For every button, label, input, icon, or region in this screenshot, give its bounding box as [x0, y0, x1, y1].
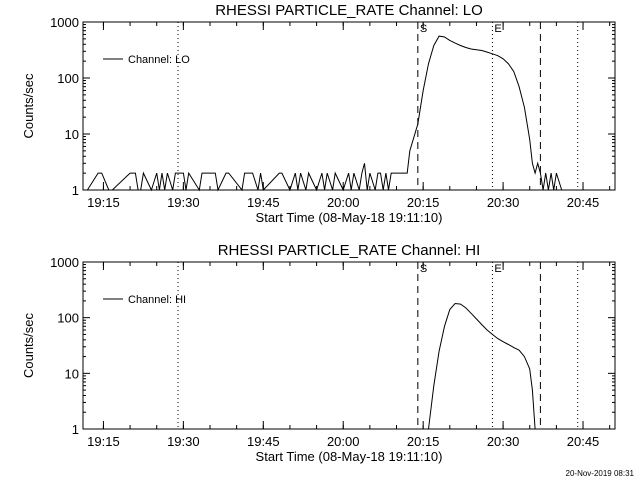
panel1-marker-label: S — [420, 23, 427, 35]
panel2-marker-label: S — [420, 263, 427, 275]
panel1-y-axis-label: Counts/sec — [21, 73, 36, 139]
panel1-y-tick-label: 1 — [72, 183, 79, 198]
panel1-chart-title: RHESSI PARTICLE_RATE Channel: LO — [215, 2, 483, 19]
panel1-x-tick-label: 19:15 — [87, 195, 120, 210]
panel1-x-tick-label: 20:45 — [567, 195, 600, 210]
panel2-chart-title: RHESSI PARTICLE_RATE Channel: HI — [218, 242, 481, 259]
panel1-legend-label: Channel: LO — [128, 54, 190, 66]
panel1-y-tick-label: 100 — [57, 71, 79, 86]
panel2-x-tick-label: 19:45 — [247, 434, 280, 449]
panel1-x-tick-label: 19:30 — [167, 195, 200, 210]
panel2-y-tick-label: 100 — [57, 311, 79, 326]
panel2-y-tick-label: 1000 — [50, 255, 79, 270]
panel1-marker-label: E — [494, 23, 501, 35]
panel1-y-tick-label: 1000 — [50, 15, 79, 30]
panel2-x-tick-label: 20:45 — [567, 434, 600, 449]
panel2-legend-label: Channel: HI — [128, 294, 186, 306]
panel1-y-tick-label: 10 — [65, 127, 79, 142]
panel1-x-axis-label: Start Time (08-May-18 19:11:10) — [256, 210, 443, 225]
panel2-x-axis-label: Start Time (08-May-18 19:11:10) — [256, 449, 443, 464]
panel2-series-line — [428, 302, 536, 430]
panel2-x-tick-label: 19:15 — [87, 434, 120, 449]
panel2-x-tick-label: 20:15 — [407, 434, 440, 449]
panel1-x-tick-label: 19:45 — [247, 195, 280, 210]
panel2-y-tick-label: 1 — [72, 422, 79, 437]
panel2-x-tick-label: 19:30 — [167, 434, 200, 449]
footer-timestamp: 20-Nov-2019 08:31 — [565, 469, 635, 478]
panel2-y-tick-label: 10 — [65, 366, 79, 381]
panel1-x-tick-label: 20:15 — [407, 195, 440, 210]
panel1-plot-frame — [82, 21, 616, 191]
panel1-series-line — [86, 35, 563, 192]
panel2-x-tick-label: 20:00 — [327, 434, 360, 449]
panel1-x-tick-label: 20:00 — [327, 195, 360, 210]
panel1-x-tick-label: 20:30 — [487, 195, 520, 210]
panel2-x-tick-label: 20:30 — [487, 434, 520, 449]
panel2-plot-frame — [82, 261, 616, 430]
panel2-marker-label: E — [494, 263, 501, 275]
panel2-y-axis-label: Counts/sec — [21, 312, 36, 378]
